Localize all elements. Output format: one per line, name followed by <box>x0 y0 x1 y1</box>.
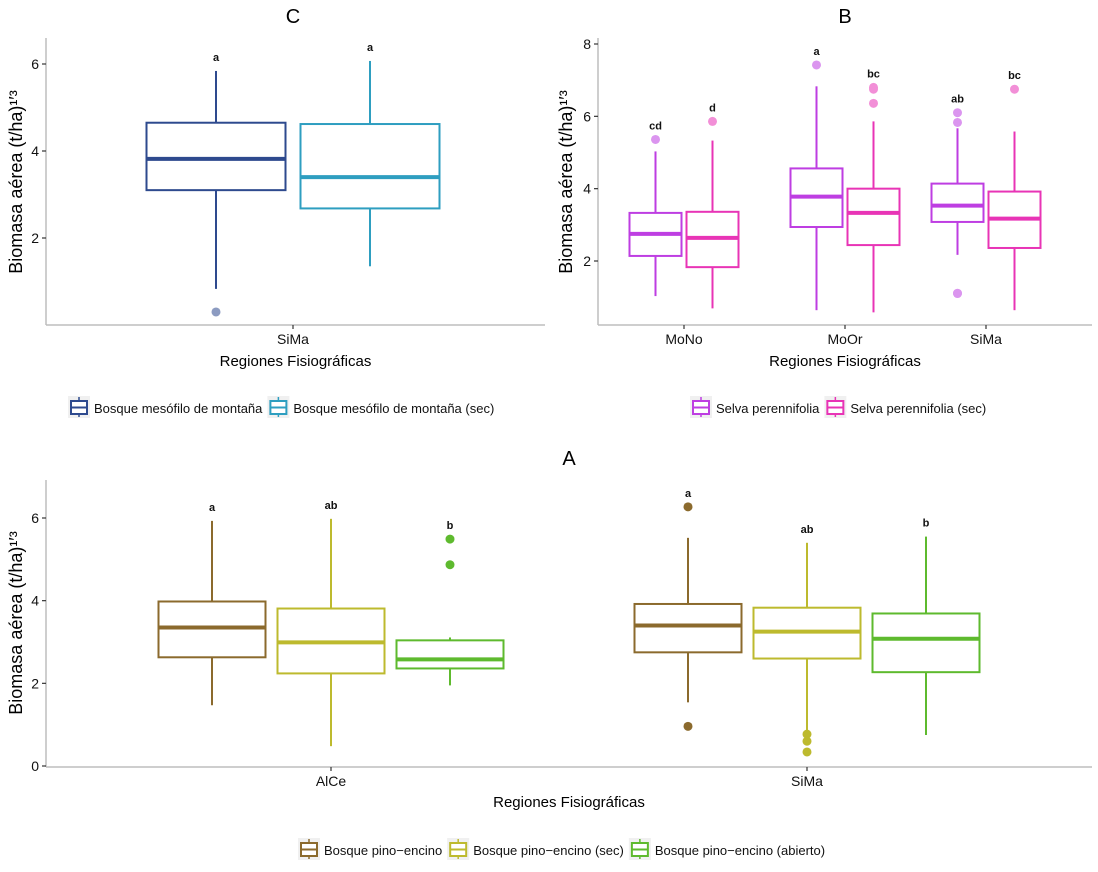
outlier-point <box>802 747 812 757</box>
box-selva-perennifolia-sec--moor: bc <box>846 68 901 313</box>
iqr-box <box>145 121 287 192</box>
x-tick-label: SiMa <box>791 773 823 789</box>
x-axis-label: Regiones Fisiográficas <box>220 353 372 370</box>
group-letter-label: cd <box>649 120 662 132</box>
box-bosque-pino-encino-abierto--sima: b <box>871 518 981 735</box>
legend: Bosque pino−encino Bosque pino−encino (se… <box>298 838 825 860</box>
panel-title: B <box>838 6 851 28</box>
y-tick-label: 4 <box>31 143 39 159</box>
legend: Bosque mesófilo de montaña Bosque mesófil… <box>68 396 494 418</box>
outlier-point <box>953 108 962 118</box>
legend-item: Selva perennifolia <box>690 396 820 418</box>
panel-title: A <box>562 448 576 470</box>
legend-item: Bosque mesófilo de montaña <box>68 396 263 418</box>
outlier-point <box>869 98 878 108</box>
group-letter-label: ab <box>951 94 964 106</box>
box-selva-perennifolia-sima: ab <box>930 94 985 299</box>
x-axis-label: Regiones Fisiográficas <box>493 794 645 811</box>
outlier-point <box>802 736 812 746</box>
box-bosque-mes-filo-de-monta-a-sec--sima: a <box>299 42 441 267</box>
legend-label: Bosque mesófilo de montaña (sec) <box>293 401 494 416</box>
x-tick-label: SiMa <box>970 331 1002 347</box>
outlier-point <box>651 134 660 144</box>
panel-a: A 0 2 4 6 Biomasa aérea (t/ha)¹′³ AlCe SiMa Regi… <box>6 448 1092 860</box>
box-selva-perennifolia-moor: a <box>789 46 844 311</box>
y-tick-label: 8 <box>583 36 591 52</box>
box-selva-perennifolia-mono: cd <box>628 120 683 297</box>
outlier-point <box>683 502 693 512</box>
box-bosque-mes-filo-de-monta-a-sima: a <box>145 52 287 317</box>
outlier-point <box>211 307 221 317</box>
box-bosque-pino-encino-sec--alce: ab <box>276 500 386 747</box>
legend-item: Bosque pino−encino (abierto) <box>628 838 825 860</box>
y-tick-label: 6 <box>31 56 39 72</box>
outlier-point <box>953 289 962 299</box>
iqr-box <box>633 602 743 654</box>
group-letter-label: d <box>709 102 716 114</box>
y-axis-label: Biomasa aérea (t/ha)¹′³ <box>556 90 576 273</box>
outlier-point <box>953 117 962 127</box>
outlier-point <box>445 534 455 544</box>
box-selva-perennifolia-sec--sima: bc <box>987 70 1042 311</box>
outlier-point <box>683 721 693 731</box>
group-letter-label: b <box>447 520 454 532</box>
box-bosque-pino-encino-sec--sima: ab <box>752 524 862 757</box>
legend-item: Bosque mesófilo de montaña (sec) <box>267 396 494 418</box>
y-tick-label: 6 <box>31 510 39 526</box>
group-letter-label: a <box>367 42 374 54</box>
iqr-box <box>871 612 981 674</box>
group-letter-label: a <box>209 502 216 514</box>
iqr-box <box>395 639 505 670</box>
outlier-point <box>812 60 821 70</box>
outlier-point <box>869 84 878 94</box>
y-axis-label: Biomasa aérea (t/ha)¹′³ <box>6 90 26 273</box>
legend-item: Bosque pino−encino <box>298 838 442 860</box>
iqr-box <box>930 182 985 223</box>
legend-label: Selva perennifolia (sec) <box>850 401 986 416</box>
iqr-box <box>299 123 441 210</box>
group-letter-label: a <box>685 488 692 500</box>
box-bosque-pino-encino-alce: a <box>157 502 267 706</box>
y-tick-label: 2 <box>583 253 591 269</box>
y-tick-label: 0 <box>31 758 39 774</box>
iqr-box <box>846 187 901 247</box>
legend-label: Bosque pino−encino (abierto) <box>655 843 825 858</box>
outlier-point <box>445 560 455 570</box>
legend: Selva perennifolia Selva perennifolia (se… <box>690 396 986 418</box>
group-letter-label: b <box>923 518 930 530</box>
panel-b: B 2 4 6 8 Biomasa aérea (t/ha)¹′³ MoNo MoOr SiMa… <box>556 6 1092 418</box>
group-letter-label: ab <box>801 524 814 536</box>
x-tick-label: SiMa <box>277 331 309 347</box>
outlier-point <box>802 729 812 739</box>
x-tick-label: MoNo <box>665 331 703 347</box>
x-tick-label: MoOr <box>828 331 863 347</box>
y-tick-label: 6 <box>583 108 591 124</box>
box-bosque-pino-encino-abierto--alce: b <box>395 520 505 686</box>
box-selva-perennifolia-sec--mono: d <box>685 102 740 309</box>
y-tick-label: 4 <box>31 593 39 609</box>
x-tick-label: AlCe <box>316 773 347 789</box>
legend-label: Bosque pino−encino <box>324 843 442 858</box>
box-bosque-pino-encino-sima: a <box>633 488 743 731</box>
group-letter-label: a <box>213 52 220 64</box>
panel-title: C <box>286 6 300 28</box>
group-letter-label: a <box>813 46 820 58</box>
y-tick-label: 2 <box>31 230 39 246</box>
x-axis-label: Regiones Fisiográficas <box>769 353 921 370</box>
legend-item: Selva perennifolia (sec) <box>824 396 986 418</box>
outlier-point <box>1010 84 1019 94</box>
group-letter-label: bc <box>1008 70 1021 82</box>
outlier-point <box>708 116 717 126</box>
legend-item: Bosque pino−encino (sec) <box>447 838 624 860</box>
y-tick-label: 2 <box>31 675 39 691</box>
group-letter-label: ab <box>325 500 338 512</box>
legend-label: Bosque mesófilo de montaña <box>94 401 263 416</box>
panel-c: C 2 4 6 Biomasa aérea (t/ha)¹′³ SiMa Regiones … <box>6 6 545 418</box>
legend-label: Bosque pino−encino (sec) <box>473 843 624 858</box>
group-letter-label: bc <box>867 68 880 80</box>
y-axis-label: Biomasa aérea (t/ha)¹′³ <box>6 531 26 714</box>
y-tick-label: 4 <box>583 181 591 197</box>
legend-label: Selva perennifolia <box>716 401 820 416</box>
